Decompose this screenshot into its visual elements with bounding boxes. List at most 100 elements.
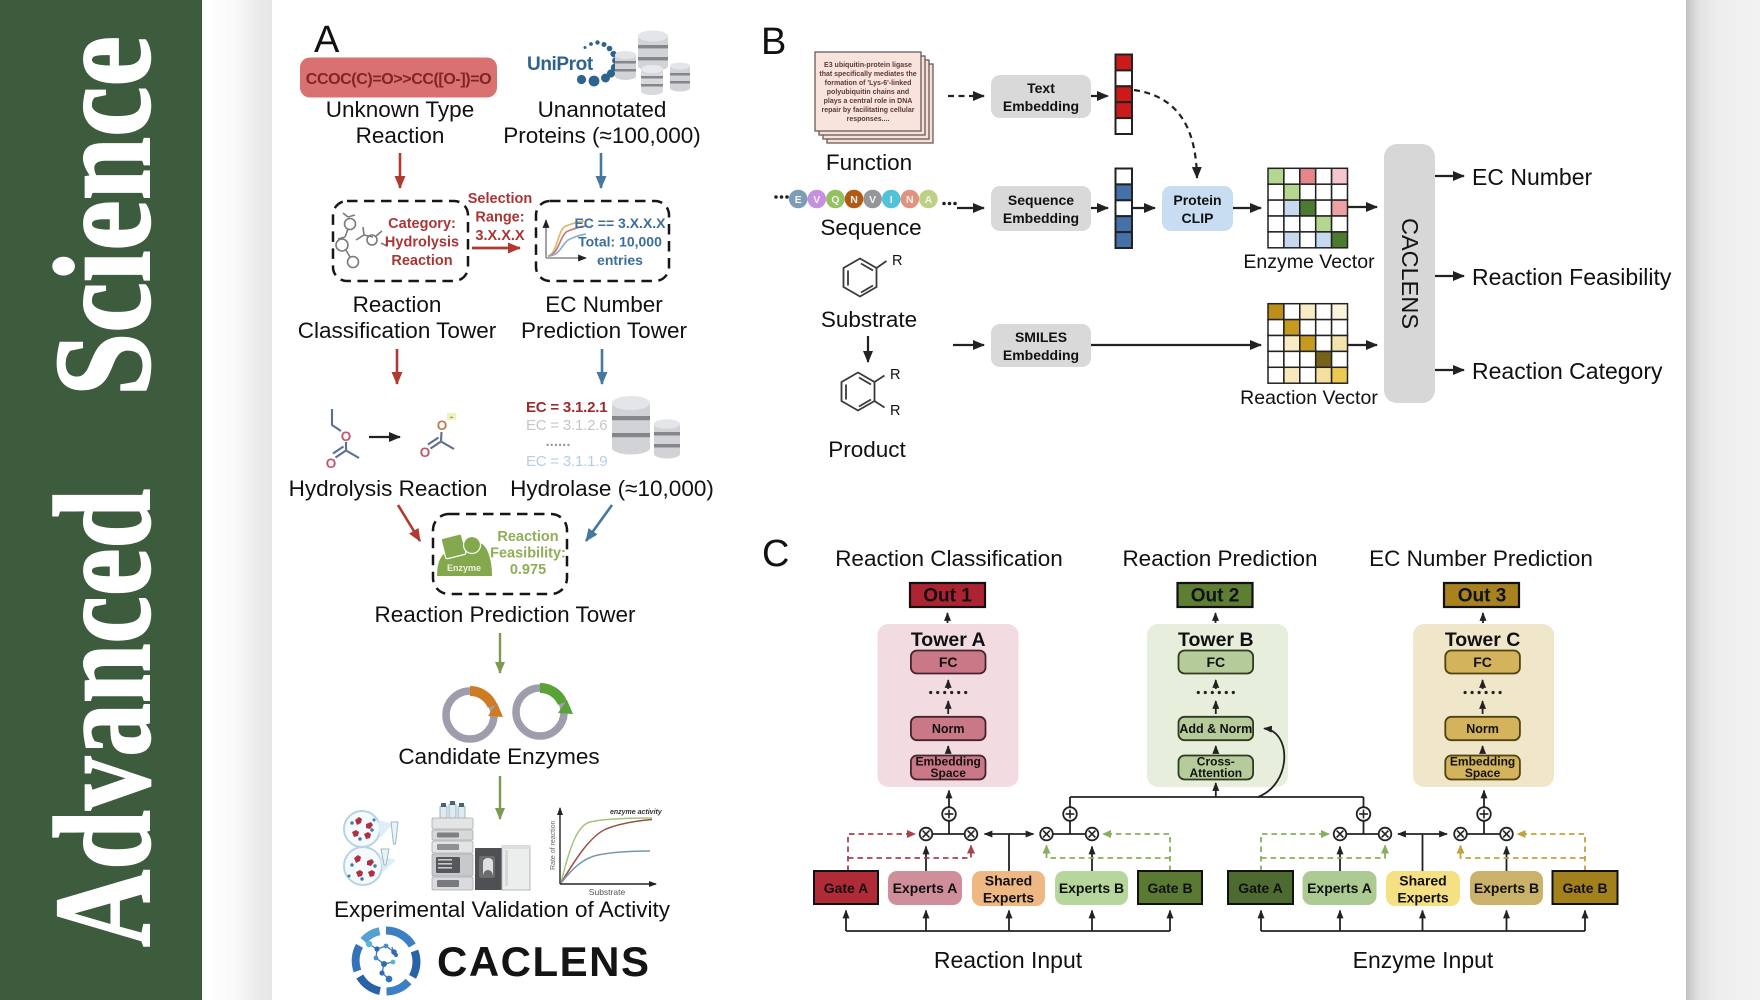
svg-text:Out 1: Out 1 [923, 586, 972, 607]
svg-text:Substrate: Substrate [821, 307, 917, 332]
svg-text:Hydrolase (≈10,000): Hydrolase (≈10,000) [510, 476, 714, 501]
svg-text:Experts A: Experts A [893, 880, 958, 896]
svg-text:Substrate: Substrate [589, 887, 626, 897]
svg-text:O: O [437, 418, 448, 433]
svg-text:R: R [890, 403, 900, 419]
svg-text:Sequence: Sequence [1008, 192, 1074, 208]
svg-text:Reaction Feasibility: Reaction Feasibility [1472, 264, 1672, 290]
svg-text:O: O [326, 456, 337, 471]
svg-text:Reaction Category: Reaction Category [1472, 358, 1663, 384]
svg-text:Reaction Prediction Tower: Reaction Prediction Tower [375, 602, 636, 627]
svg-text:N: N [906, 194, 914, 206]
svg-text:Reaction Prediction: Reaction Prediction [1122, 546, 1317, 571]
svg-text:Selection: Selection [468, 191, 532, 207]
svg-text:N: N [850, 194, 858, 206]
svg-text:Candidate Enzymes: Candidate Enzymes [398, 744, 599, 769]
svg-text:Reaction Classification: Reaction Classification [835, 546, 1063, 571]
svg-text:Gate A: Gate A [824, 880, 869, 896]
svg-text:Experts B: Experts B [1474, 880, 1539, 896]
svg-text:Function: Function [826, 150, 912, 175]
svg-text:Total: 10,000: Total: 10,000 [578, 234, 662, 250]
svg-text:Product: Product [828, 437, 906, 462]
svg-text:Reaction: Reaction [391, 253, 452, 269]
svg-text:R: R [890, 367, 900, 383]
svg-text:FC: FC [939, 654, 958, 670]
svg-text:Experts: Experts [1397, 890, 1449, 906]
svg-text:Gate B: Gate B [1562, 880, 1607, 896]
svg-text:Experimental Validation of Act: Experimental Validation of Activity [334, 897, 671, 922]
svg-text:Embedding: Embedding [1450, 755, 1515, 769]
svg-text:Hydrolysis Reaction: Hydrolysis Reaction [289, 476, 488, 501]
svg-text:Shared: Shared [1399, 873, 1446, 889]
svg-text:Sequence: Sequence [820, 215, 921, 240]
svg-text:0.975: 0.975 [510, 562, 546, 578]
svg-text:Reaction: Reaction [356, 123, 445, 148]
svg-text:Gate A: Gate A [1238, 880, 1283, 896]
svg-text:EC = 3.1.2.6: EC = 3.1.2.6 [526, 417, 607, 434]
svg-text:V: V [813, 194, 820, 206]
svg-text:Out 2: Out 2 [1191, 586, 1240, 607]
svg-text:Reaction: Reaction [353, 292, 442, 317]
svg-text:EC == 3.X.X.X: EC == 3.X.X.X [574, 215, 666, 231]
svg-text:Embedding: Embedding [1003, 210, 1079, 226]
svg-text:EC Number Prediction: EC Number Prediction [1369, 546, 1593, 571]
svg-text:Experts A: Experts A [1307, 880, 1372, 896]
svg-text:Tower A: Tower A [911, 629, 986, 651]
svg-text:B: B [761, 21, 786, 63]
svg-text:Protein: Protein [1173, 192, 1221, 208]
svg-text:EC = 3.1.2.1: EC = 3.1.2.1 [526, 399, 607, 416]
svg-text:entries: entries [597, 252, 643, 268]
svg-text:Norm: Norm [1466, 722, 1499, 736]
svg-text:Hydrolysis: Hydrolysis [385, 235, 459, 251]
svg-text:O: O [341, 429, 352, 444]
svg-text:Category:: Category: [388, 216, 456, 232]
svg-text:Text: Text [1027, 80, 1055, 96]
svg-text:Experts: Experts [983, 890, 1035, 906]
svg-text:Reaction Vector: Reaction Vector [1240, 387, 1378, 409]
svg-text:Advanced: Advanced [26, 489, 179, 947]
svg-text:Shared: Shared [985, 873, 1032, 889]
svg-text:CLIP: CLIP [1182, 210, 1214, 226]
svg-text:Add & Norm: Add & Norm [1179, 722, 1252, 736]
svg-text:Embedding: Embedding [1003, 347, 1079, 363]
svg-text:R: R [892, 253, 902, 269]
svg-text:UniProt: UniProt [527, 54, 594, 75]
svg-text:-: - [450, 412, 453, 423]
svg-text:Prediction Tower: Prediction Tower [521, 318, 687, 343]
svg-text:Norm: Norm [932, 722, 965, 736]
svg-text:plays a central role in DNA: plays a central role in DNA [824, 98, 913, 105]
svg-text:......: ...... [545, 433, 570, 450]
svg-text:CCOC(C)=O>>CC([O-])=O: CCOC(C)=O>>CC([O-])=O [306, 71, 491, 88]
svg-text:Out 3: Out 3 [1458, 586, 1507, 607]
svg-text:polyubiquitin chains and: polyubiquitin chains and [827, 89, 909, 96]
svg-text:EC = 3.1.1.9: EC = 3.1.1.9 [526, 453, 607, 470]
svg-text:O: O [420, 445, 431, 460]
svg-text:CACLENS: CACLENS [437, 938, 651, 985]
svg-text:Reaction: Reaction [497, 529, 558, 545]
svg-text:Enzyme Vector: Enzyme Vector [1243, 251, 1375, 273]
svg-text:E: E [795, 194, 802, 206]
svg-text:Enzyme Input: Enzyme Input [1353, 947, 1494, 973]
svg-text:CACLENS: CACLENS [1397, 218, 1423, 329]
svg-text:Rate of reaction: Rate of reaction [550, 820, 557, 870]
svg-text:FC: FC [1206, 654, 1225, 670]
svg-text:responses....: responses.... [847, 116, 890, 123]
svg-text:Cross-: Cross- [1197, 755, 1235, 769]
svg-text:3.X.X.X: 3.X.X.X [475, 228, 524, 244]
svg-text:enzyme activity: enzyme activity [610, 809, 663, 816]
svg-text:Tower B: Tower B [1178, 629, 1253, 651]
svg-text:Embedding: Embedding [916, 755, 981, 769]
svg-text:repair by facilitating cellula: repair by facilitating cellular [822, 107, 915, 114]
svg-text:Feasibility:: Feasibility: [490, 546, 566, 562]
svg-text:Tower C: Tower C [1445, 629, 1520, 651]
svg-text:C: C [762, 533, 789, 575]
svg-text:Q: Q [831, 194, 839, 206]
svg-text:Science: Science [26, 36, 179, 396]
svg-text:EC Number: EC Number [545, 292, 663, 317]
svg-text:Space: Space [931, 766, 967, 780]
svg-text:Proteins (≈100,000): Proteins (≈100,000) [503, 123, 700, 148]
svg-text:Attention: Attention [1189, 766, 1242, 780]
svg-text:formation of 'Lys-6'-linked: formation of 'Lys-6'-linked [825, 80, 912, 87]
svg-text:A: A [314, 19, 340, 61]
svg-text:Experts B: Experts B [1059, 880, 1124, 896]
